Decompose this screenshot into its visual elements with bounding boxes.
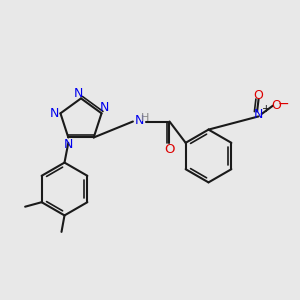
Text: N: N xyxy=(135,114,144,127)
Text: H: H xyxy=(141,113,150,123)
Text: N: N xyxy=(254,107,263,121)
Text: N: N xyxy=(64,138,73,151)
Text: O: O xyxy=(271,99,281,112)
Text: −: − xyxy=(278,97,290,111)
Text: N: N xyxy=(73,86,83,100)
Text: O: O xyxy=(164,142,175,156)
Text: +: + xyxy=(262,103,270,114)
Text: N: N xyxy=(50,107,59,120)
Text: O: O xyxy=(254,89,263,103)
Text: N: N xyxy=(100,101,109,114)
